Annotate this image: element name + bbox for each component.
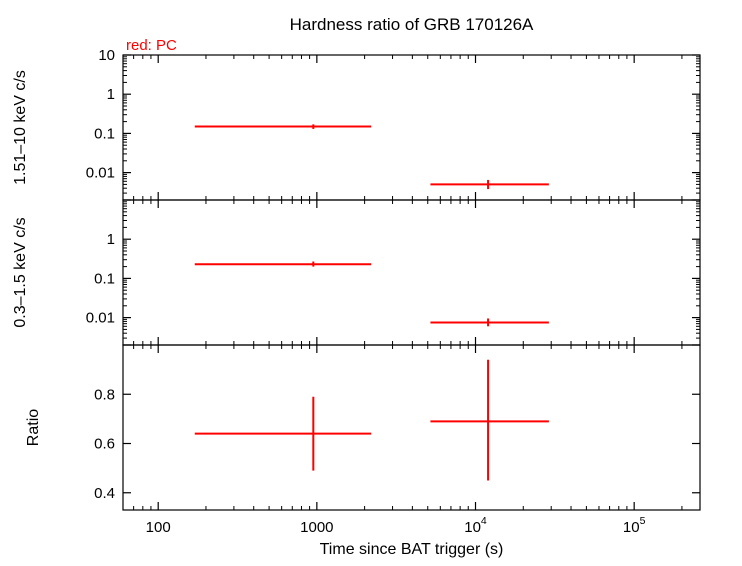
xtick-label: 104 (464, 515, 487, 536)
y-axis-label: 1.51–10 keV c/s (12, 70, 29, 185)
ytick-label: 1 (107, 86, 115, 103)
ytick-label: 1 (107, 231, 115, 248)
ytick-label: 0.6 (94, 436, 115, 453)
legend-label: red: PC (126, 37, 177, 54)
chart-title: Hardness ratio of GRB 170126A (290, 15, 534, 34)
ytick-label: 0.01 (86, 310, 115, 327)
ytick-label: 0.1 (94, 125, 115, 142)
ytick-label: 0.8 (94, 386, 115, 403)
ytick-label: 0.1 (94, 270, 115, 287)
panel-frame (123, 200, 700, 345)
xtick-label: 1000 (300, 519, 333, 536)
panel-frame (123, 345, 700, 510)
y-axis-label: 0.3–1.5 keV c/s (12, 217, 29, 327)
ytick-label: 0.4 (94, 485, 115, 502)
xtick-label: 100 (146, 519, 171, 536)
ytick-label: 10 (98, 47, 115, 64)
ytick-label: 0.01 (86, 165, 115, 182)
y-axis-label: Ratio (25, 409, 42, 446)
chart-svg: Hardness ratio of GRB 170126A red: PC Time… (0, 0, 742, 566)
x-axis-label: Time since BAT trigger (s) (320, 541, 504, 558)
figure-container: Hardness ratio of GRB 170126A red: PC Time… (0, 0, 742, 566)
xtick-label: 105 (623, 515, 646, 536)
panel-frame (123, 55, 700, 200)
